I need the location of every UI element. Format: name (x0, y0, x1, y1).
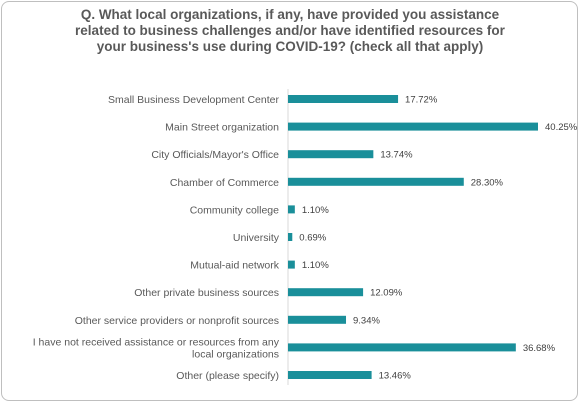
category-label: Mutual-aid network (190, 260, 279, 272)
value-label: 1.10% (302, 260, 329, 271)
category-label: Main Street organization (165, 122, 279, 134)
value-label: 40.25% (545, 122, 578, 133)
bar (288, 205, 295, 214)
value-label: 12.09% (370, 288, 403, 299)
category-label: Chamber of Commerce (170, 177, 279, 189)
bar (288, 95, 399, 103)
value-label: 0.69% (299, 233, 326, 244)
bar (288, 315, 347, 324)
category-label: University (233, 232, 280, 244)
category-label: Other private business sources (134, 287, 279, 299)
value-label: 13.74% (380, 150, 413, 161)
category-label: Other (please specify) (176, 370, 279, 382)
bar (288, 343, 516, 352)
value-label: 13.46% (379, 371, 412, 382)
bar (288, 288, 364, 297)
value-label: 1.10% (302, 205, 329, 216)
category-label: I have not received assistance or resour… (33, 336, 280, 348)
category-label: local organizations (192, 348, 279, 360)
chart-title: Q. What local organizations, if any, hav… (75, 7, 505, 54)
category-label: Other service providers or nonprofit sou… (75, 315, 279, 327)
value-label: 28.30% (471, 177, 504, 188)
value-label: 36.68% (523, 343, 556, 354)
bar (288, 122, 538, 131)
bar (288, 371, 372, 379)
category-label: Community college (190, 204, 279, 216)
bar (288, 177, 464, 186)
bar (288, 233, 293, 241)
category-label: City Officials/Mayor's Office (151, 149, 279, 161)
category-label: Small Business Development Center (108, 94, 279, 106)
value-label: 9.34% (353, 315, 380, 326)
bar (288, 260, 295, 269)
value-label: 17.72% (405, 95, 438, 106)
bar (288, 150, 374, 159)
